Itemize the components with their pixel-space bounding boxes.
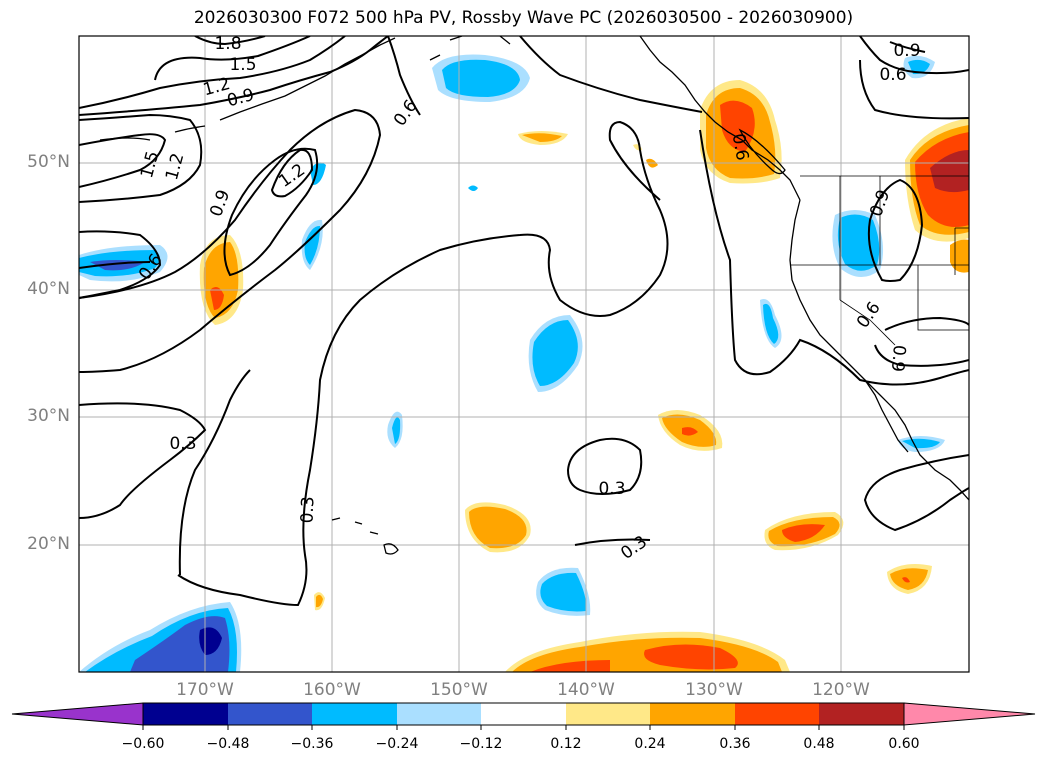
colorbar-tick-label: 0.48 (803, 736, 835, 752)
colorbar-bin-8 (735, 703, 819, 725)
map-frame (78, 35, 970, 673)
contour-0-3-line (574, 538, 651, 546)
colorbar-high-extend (903, 702, 1036, 726)
contour-label: 1.5 (229, 55, 256, 75)
contour-1-2-north (79, 36, 346, 109)
colorbar-bin-4 (397, 703, 481, 725)
contour-0-6-big (79, 108, 382, 373)
colorbar-bin-1 (143, 703, 228, 725)
west-coast (789, 199, 969, 501)
lon-label-140w: 140°W (557, 680, 615, 700)
contour-0-3-central (177, 120, 669, 607)
colorbar-tick-label: 0.24 (634, 736, 666, 752)
contour-0-9-north (79, 36, 389, 116)
contour-0-6-us (699, 129, 969, 386)
contour-label: 0.3 (169, 434, 196, 454)
colorbar-tick-label: −0.60 (121, 736, 165, 752)
lat-label-40n: 40°N (27, 279, 70, 299)
political-borders (790, 175, 969, 346)
colorbar-tick-label: 0.36 (719, 736, 751, 752)
colorbar-bin-3 (312, 703, 397, 725)
contour-0-9-south (874, 316, 969, 367)
colorbar-bin-5 (481, 703, 566, 725)
alaska-panhandle-coast (639, 36, 801, 201)
colorbar-tick-label: −0.48 (206, 736, 250, 752)
vancouver-island (738, 128, 786, 175)
lon-label-150w: 150°W (430, 680, 488, 700)
contour-0-9-west-lobe (223, 147, 319, 277)
contour-1-5-north (154, 36, 311, 81)
colorbar-tick-label: −0.12 (459, 736, 503, 752)
contour-0-6-west-edge (79, 261, 151, 269)
contour-0-6-east (387, 36, 703, 116)
contour-0-9-us-loop (867, 178, 924, 282)
contour-0-3-main (79, 402, 207, 519)
contour-label: 0.6 (879, 65, 906, 85)
contour-0-9-ne (889, 41, 926, 53)
colorbar-bin-7 (650, 703, 735, 725)
contour-0-6-ne (859, 36, 969, 120)
colorbar (11, 702, 1036, 730)
colorbar-bin-2 (228, 703, 312, 725)
contour-1-2-west-lobe (270, 148, 314, 198)
contour-label: 0.3 (598, 479, 625, 499)
colorbar-bin-6 (566, 703, 650, 725)
contour-0-6-west2 (79, 230, 162, 299)
lon-label-120w: 120°W (812, 680, 870, 700)
pv-contours (79, 36, 969, 607)
hawaiian-islands (331, 517, 399, 555)
colorbar-tick-label: 0.60 (888, 736, 920, 752)
map-plot-area: 1.8 1.5 1.2 0.9 0.6 1.5 1.2 1.2 0.9 0.6 … (79, 34, 969, 672)
lon-label-160w: 160°W (303, 680, 361, 700)
contour-0-3-pocket (566, 437, 643, 495)
lat-label-30n: 30°N (27, 406, 70, 426)
contour-1-5-west (79, 133, 167, 188)
lon-label-170w: 170°W (176, 680, 234, 700)
lat-label-20n: 20°N (27, 534, 70, 554)
lon-label-130w: 130°W (685, 680, 743, 700)
contour-0-6-se (863, 454, 969, 532)
colorbar-low-extend (11, 702, 144, 726)
colorbar-bin-9 (819, 703, 904, 725)
colorbar-tick-label: −0.24 (375, 736, 419, 752)
graticule (79, 36, 969, 672)
colorbar-tick-label: 0.12 (550, 736, 582, 752)
lat-label-50n: 50°N (27, 152, 70, 172)
contour-label: 0.9 (887, 344, 909, 373)
contour-1-2-west (79, 113, 203, 203)
map-title: 2026030300 F072 500 hPa PV, Rossby Wave … (193, 8, 854, 28)
contour-label: 0.6 (728, 132, 752, 162)
colorbar-tick-label: −0.36 (290, 736, 334, 752)
baja-peninsula (864, 379, 909, 453)
contour-label: 1.8 (214, 34, 241, 54)
contour-1-8 (194, 36, 266, 46)
contour-label: 0.3 (298, 496, 319, 524)
contour-label: 0.9 (893, 41, 920, 61)
